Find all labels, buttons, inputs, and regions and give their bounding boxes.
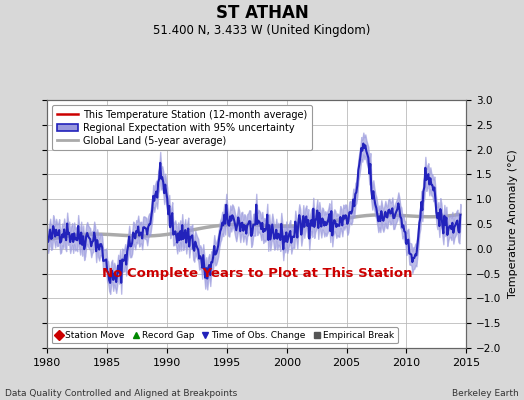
Text: 51.400 N, 3.433 W (United Kingdom): 51.400 N, 3.433 W (United Kingdom) bbox=[154, 24, 370, 37]
Text: Berkeley Earth: Berkeley Earth bbox=[452, 389, 519, 398]
Text: ST ATHAN: ST ATHAN bbox=[215, 4, 309, 22]
Legend: Station Move, Record Gap, Time of Obs. Change, Empirical Break: Station Move, Record Gap, Time of Obs. C… bbox=[52, 327, 398, 344]
Text: No Complete Years to Plot at This Station: No Complete Years to Plot at This Statio… bbox=[102, 267, 412, 280]
Text: Data Quality Controlled and Aligned at Breakpoints: Data Quality Controlled and Aligned at B… bbox=[5, 389, 237, 398]
Y-axis label: Temperature Anomaly (°C): Temperature Anomaly (°C) bbox=[508, 150, 518, 298]
